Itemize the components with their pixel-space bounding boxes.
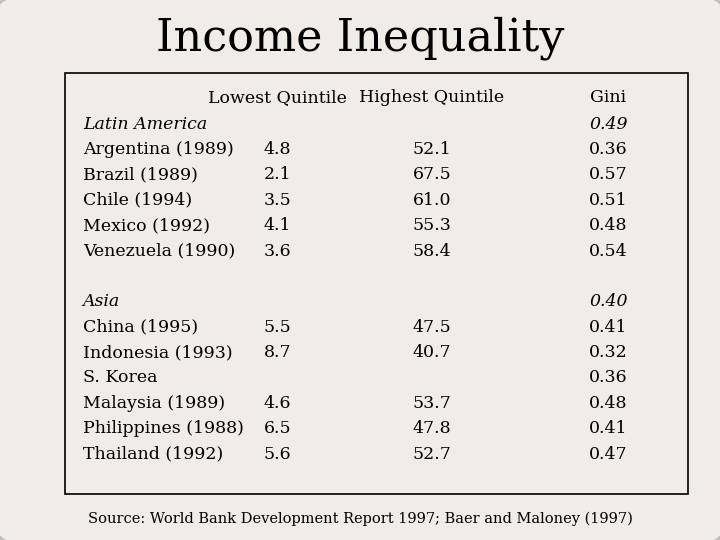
Text: 40.7: 40.7 xyxy=(413,344,451,361)
Text: 4.1: 4.1 xyxy=(264,217,291,234)
Text: Gini: Gini xyxy=(590,89,626,106)
Text: Latin America: Latin America xyxy=(83,116,207,133)
Text: 0.51: 0.51 xyxy=(589,192,628,209)
Bar xyxy=(65,73,688,494)
Text: 0.40: 0.40 xyxy=(589,293,628,310)
Text: 52.1: 52.1 xyxy=(413,141,451,158)
Text: 52.7: 52.7 xyxy=(413,446,451,463)
Text: 5.6: 5.6 xyxy=(264,446,291,463)
Text: 8.7: 8.7 xyxy=(264,344,291,361)
Text: 6.5: 6.5 xyxy=(264,420,291,437)
Text: 4.8: 4.8 xyxy=(264,141,291,158)
Text: Source: World Bank Development Report 1997; Baer and Maloney (1997): Source: World Bank Development Report 19… xyxy=(88,511,632,525)
Text: 0.41: 0.41 xyxy=(589,420,628,437)
Text: 0.57: 0.57 xyxy=(589,166,628,184)
Text: 58.4: 58.4 xyxy=(413,242,451,260)
Text: Indonesia (1993): Indonesia (1993) xyxy=(83,344,233,361)
Text: China (1995): China (1995) xyxy=(83,319,198,336)
Text: 0.41: 0.41 xyxy=(589,319,628,336)
Text: 47.8: 47.8 xyxy=(413,420,451,437)
Text: 2.1: 2.1 xyxy=(264,166,291,184)
Text: 61.0: 61.0 xyxy=(413,192,451,209)
Text: Argentina (1989): Argentina (1989) xyxy=(83,141,233,158)
Text: 0.36: 0.36 xyxy=(589,141,628,158)
Text: 47.5: 47.5 xyxy=(413,319,451,336)
Text: Philippines (1988): Philippines (1988) xyxy=(83,420,243,437)
Text: Highest Quintile: Highest Quintile xyxy=(359,89,505,106)
Text: S. Korea: S. Korea xyxy=(83,369,157,387)
Text: 0.48: 0.48 xyxy=(589,217,628,234)
Text: 5.5: 5.5 xyxy=(264,319,291,336)
Text: 0.48: 0.48 xyxy=(589,395,628,412)
Text: 0.36: 0.36 xyxy=(589,369,628,387)
Text: Malaysia (1989): Malaysia (1989) xyxy=(83,395,225,412)
Text: 55.3: 55.3 xyxy=(413,217,451,234)
Text: Thailand (1992): Thailand (1992) xyxy=(83,446,223,463)
Text: 53.7: 53.7 xyxy=(413,395,451,412)
Text: Lowest Quintile: Lowest Quintile xyxy=(208,89,346,106)
Text: 0.54: 0.54 xyxy=(589,242,628,260)
Text: Chile (1994): Chile (1994) xyxy=(83,192,192,209)
Text: 0.47: 0.47 xyxy=(589,446,628,463)
Text: 4.6: 4.6 xyxy=(264,395,291,412)
Text: Brazil (1989): Brazil (1989) xyxy=(83,166,198,184)
Text: 0.49: 0.49 xyxy=(589,116,628,133)
Text: Mexico (1992): Mexico (1992) xyxy=(83,217,210,234)
Text: Income Inequality: Income Inequality xyxy=(156,16,564,59)
Text: 0.32: 0.32 xyxy=(589,344,628,361)
Text: Asia: Asia xyxy=(83,293,120,310)
Text: 67.5: 67.5 xyxy=(413,166,451,184)
Text: 3.5: 3.5 xyxy=(264,192,291,209)
Text: Venezuela (1990): Venezuela (1990) xyxy=(83,242,235,260)
Text: 3.6: 3.6 xyxy=(264,242,291,260)
